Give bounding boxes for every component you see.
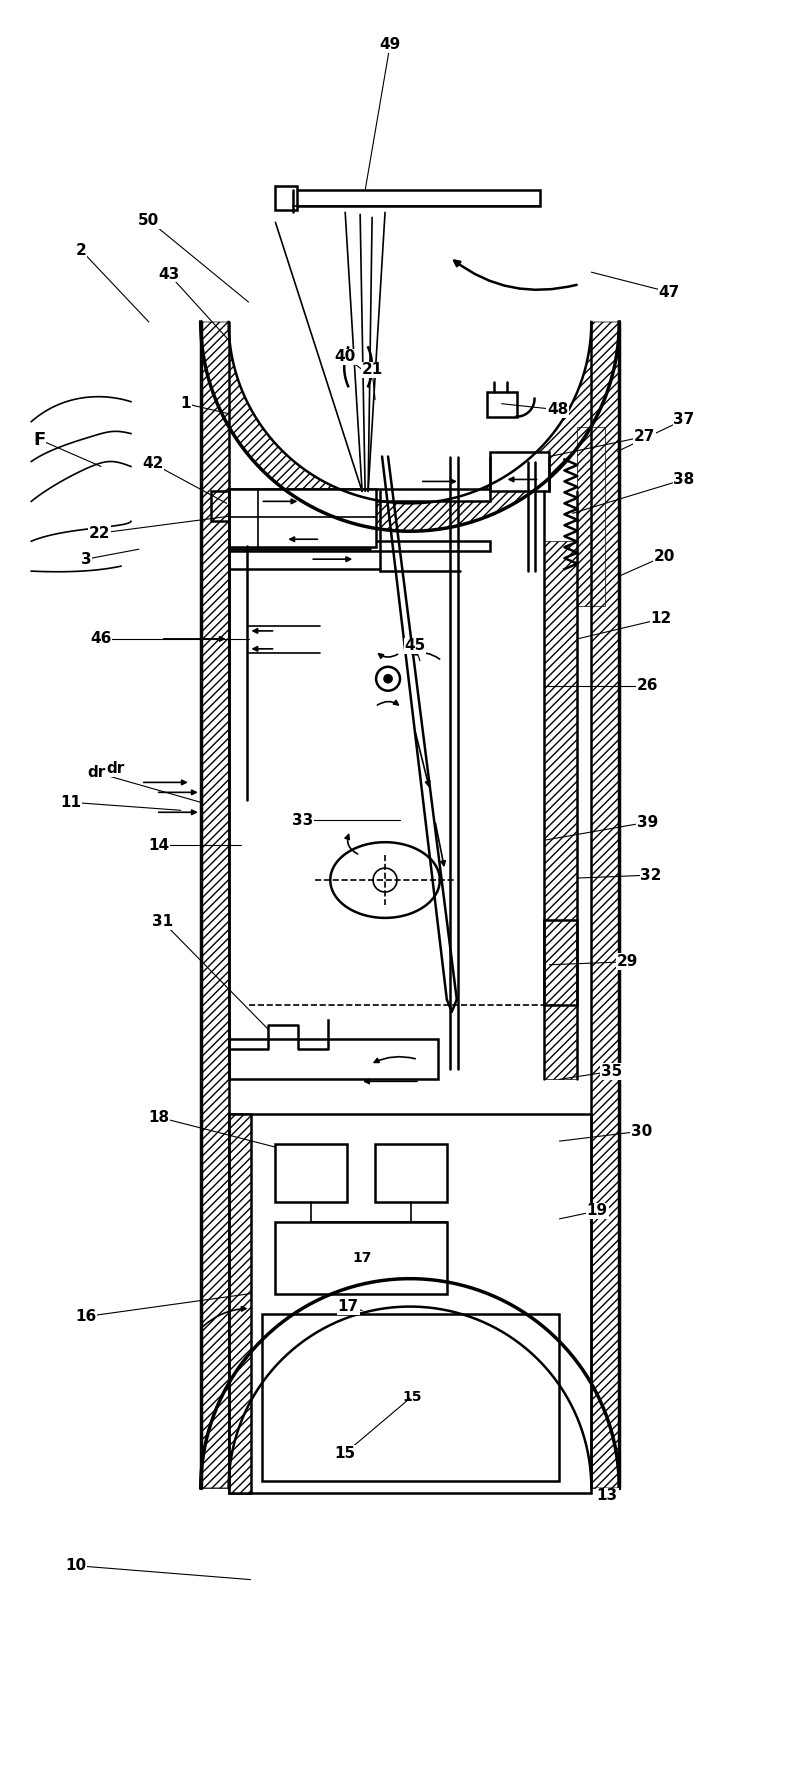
Bar [262,1313,559,1481]
Text: 10: 10 [66,1558,86,1573]
Text: 26: 26 [636,679,658,693]
Text: 43: 43 [158,266,179,282]
Text: 15: 15 [402,1390,422,1405]
Text: 2: 2 [76,243,86,257]
Text: 37: 37 [674,413,694,427]
Bar [201,322,229,1489]
Bar [229,490,376,547]
Text: 12: 12 [650,611,672,627]
Text: dr: dr [87,765,105,779]
Text: 50: 50 [138,213,159,229]
Bar [545,541,578,1079]
Bar [486,391,517,416]
Circle shape [384,675,392,683]
Text: 17: 17 [353,1251,372,1265]
Text: 29: 29 [617,954,638,969]
Text: 16: 16 [75,1310,97,1324]
PathPatch shape [201,1279,619,1489]
Text: 45: 45 [404,638,426,654]
Text: 11: 11 [61,795,82,810]
Text: 27: 27 [634,429,655,445]
Text: 15: 15 [334,1446,356,1460]
Text: 1: 1 [181,397,191,411]
Text: 33: 33 [292,813,313,827]
Text: 47: 47 [658,284,680,300]
Bar [210,491,229,522]
Bar [275,1222,447,1294]
Circle shape [376,667,400,692]
Text: 35: 35 [601,1063,622,1079]
Text: 19: 19 [586,1203,608,1219]
Text: 42: 42 [142,456,163,472]
Bar [229,1115,250,1492]
Bar [229,1115,591,1492]
Text: 3: 3 [81,552,91,566]
Bar [275,186,298,211]
Bar [275,1144,347,1203]
Text: 31: 31 [152,915,174,929]
Text: 14: 14 [148,838,170,852]
Bar [591,322,619,1489]
Text: 49: 49 [379,38,401,52]
Text: 30: 30 [630,1124,652,1138]
Text: 13: 13 [597,1489,618,1503]
Text: 22: 22 [88,525,110,541]
Text: 20: 20 [654,549,674,563]
Text: 17: 17 [338,1299,358,1313]
Text: 46: 46 [90,631,112,647]
Text: 32: 32 [641,867,662,883]
Bar [375,1144,447,1203]
PathPatch shape [201,322,619,531]
Text: 21: 21 [362,363,382,377]
Bar [490,452,550,491]
Bar [229,541,490,550]
Bar [229,1040,438,1079]
Text: dr: dr [107,761,125,776]
Text: 18: 18 [148,1110,170,1124]
Bar [578,427,606,606]
Text: 48: 48 [547,402,568,416]
Text: 38: 38 [674,472,694,486]
Bar [294,191,539,206]
Bar [229,490,490,502]
Text: 39: 39 [637,815,658,829]
Bar [545,920,578,1004]
Text: F: F [33,431,46,449]
Text: 40: 40 [334,350,356,365]
Circle shape [373,868,397,892]
